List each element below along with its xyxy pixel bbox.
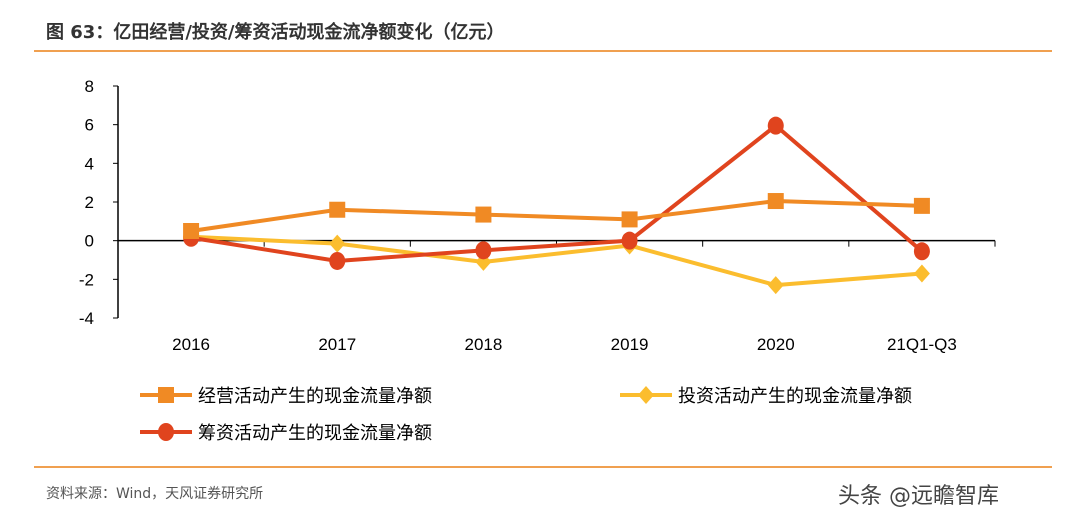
series-1 (183, 227, 930, 295)
data-point (621, 211, 638, 228)
x-tick-label: 2020 (757, 335, 795, 354)
data-point (329, 234, 346, 253)
chart-title: 图 63：亿田经营/投资/筹资活动现金流净额变化（亿元） (46, 22, 505, 43)
series-line (190, 199, 922, 233)
y-tick-label: -4 (79, 309, 94, 328)
data-point (329, 201, 346, 218)
y-tick-label: 6 (85, 116, 94, 135)
data-point (913, 264, 930, 283)
legend-label: 投资活动产生的现金流量净额 (678, 386, 912, 407)
data-point (183, 223, 200, 239)
source-note: 资料来源：Wind，天风证券研究所 (46, 486, 264, 502)
data-point (767, 276, 784, 295)
x-tick-label: 2017 (318, 335, 356, 354)
series-line (190, 234, 923, 288)
y-tick-label: 2 (85, 193, 94, 212)
bottom-rule (34, 466, 1052, 468)
legend-item: 投资活动产生的现金流量净额 (620, 386, 912, 407)
data-point (475, 206, 492, 223)
y-tick-label: -2 (79, 270, 94, 289)
data-point (913, 197, 930, 214)
x-tick-label: 2016 (172, 335, 210, 354)
series-line (190, 123, 924, 263)
data-point (158, 423, 174, 441)
x-tick-label: 21Q1-Q3 (887, 335, 957, 354)
y-tick-label: 8 (85, 77, 94, 96)
top-rule (34, 50, 1052, 52)
legend-label: 经营活动产生的现金流量净额 (198, 386, 432, 407)
data-point (329, 251, 346, 270)
watermark: 头条 @远瞻智库 (838, 484, 999, 509)
y-tick-label: 0 (85, 232, 94, 251)
legend-item: 筹资活动产生的现金流量净额 (140, 423, 432, 444)
series-0 (183, 193, 930, 239)
series-2 (183, 116, 930, 270)
legend-item: 经营活动产生的现金流量净额 (140, 386, 432, 407)
data-point (767, 193, 784, 210)
data-point (913, 242, 930, 261)
data-point (767, 116, 784, 135)
x-tick-label: 2019 (611, 335, 649, 354)
data-point (638, 386, 654, 404)
data-point (621, 231, 638, 250)
data-point (475, 241, 492, 260)
x-tick-label: 2018 (465, 335, 503, 354)
data-point (158, 387, 174, 403)
y-tick-label: 4 (85, 154, 94, 173)
data-point (475, 252, 492, 271)
legend-label: 筹资活动产生的现金流量净额 (198, 423, 432, 444)
